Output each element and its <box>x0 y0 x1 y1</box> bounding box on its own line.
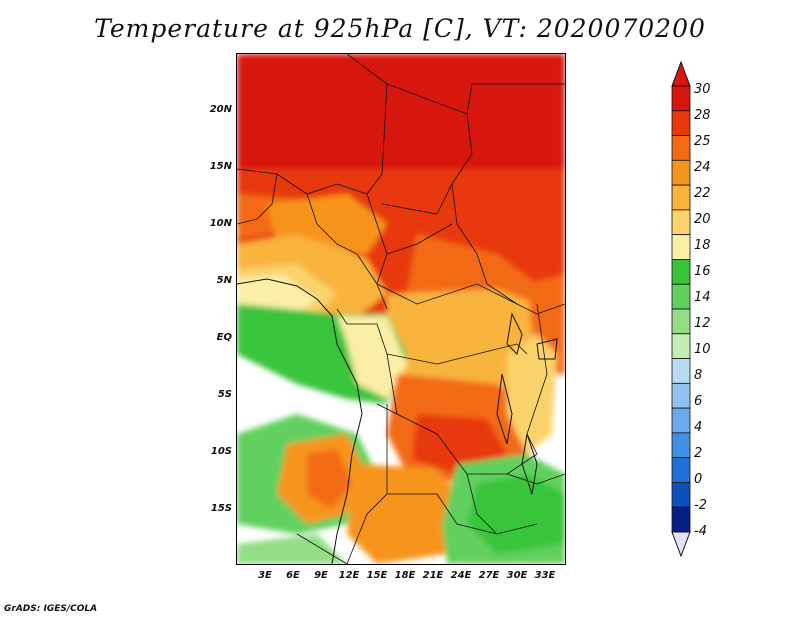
lat-label-20n: 20N <box>209 104 232 115</box>
lon-label-15e: 15E <box>366 570 388 581</box>
color-bar-cell <box>671 135 691 161</box>
lon-label-21e: 21E <box>422 570 444 581</box>
legend-label-2: 2 <box>694 446 703 461</box>
color-bar-min-triangle <box>671 531 691 558</box>
legend-label-30: 30 <box>694 82 711 97</box>
legend-label-22: 22 <box>694 186 711 201</box>
legend-label-18: 18 <box>694 238 711 253</box>
lon-label-27e: 27E <box>478 570 500 581</box>
legend-label-20: 20 <box>694 212 711 227</box>
color-bar-cell <box>671 457 691 483</box>
temperature-map <box>236 53 566 565</box>
lat-label-15n: 15N <box>209 161 232 172</box>
color-bar-cell <box>671 259 691 285</box>
lon-label-30e: 30E <box>506 570 528 581</box>
legend-label-14: 14 <box>694 290 711 305</box>
legend-label-8: 8 <box>694 368 703 383</box>
grads-credit: GrADS: IGES/COLA <box>4 604 98 614</box>
color-bar-cell <box>671 482 691 508</box>
legend-label-6: 6 <box>694 394 703 409</box>
color-bar-legend <box>671 60 691 558</box>
legend-label-25: 25 <box>694 134 711 149</box>
color-bar-cell <box>671 159 691 186</box>
map-field <box>237 54 565 564</box>
lon-label-9e: 9E <box>314 570 328 581</box>
lat-label-5n: 5N <box>216 275 232 286</box>
color-bar-cell <box>671 308 691 335</box>
lon-label-24e: 24E <box>450 570 472 581</box>
legend-label-28: 28 <box>694 108 711 123</box>
color-bar-cell <box>671 110 691 136</box>
color-bar-cell <box>671 506 691 533</box>
color-bar-cell <box>671 283 691 310</box>
legend-label-4: 4 <box>694 420 703 435</box>
lat-label-10n: 10N <box>209 218 232 229</box>
legend-label-12: 12 <box>694 316 711 331</box>
map-title: Temperature at 925hPa [C], VT: 202007020… <box>94 14 706 43</box>
color-bar-max-triangle <box>671 60 691 87</box>
legend-label-minus-2: -2 <box>694 498 707 513</box>
lon-label-18e: 18E <box>394 570 416 581</box>
color-bar-cell <box>671 184 691 211</box>
lon-label-6e: 6E <box>286 570 300 581</box>
lat-label-5s: 5S <box>217 389 232 400</box>
color-bar-cell <box>671 85 691 112</box>
legend-label-24: 24 <box>694 160 711 175</box>
legend-label-minus-4: -4 <box>694 524 707 539</box>
color-bar-cell <box>671 382 691 409</box>
lat-label-10s: 10S <box>210 446 232 457</box>
lat-label-15s: 15S <box>210 503 232 514</box>
color-bar-cell <box>671 333 691 359</box>
legend-label-10: 10 <box>694 342 711 357</box>
color-bar-cell <box>671 432 691 459</box>
color-bar-cell <box>671 209 691 236</box>
color-bar-cell <box>671 358 691 384</box>
legend-label-0: 0 <box>694 472 703 487</box>
lon-label-12e: 12E <box>338 570 360 581</box>
lat-label-eq: EQ <box>216 332 232 343</box>
color-bar-cell <box>671 407 691 434</box>
lon-label-33e: 33E <box>534 570 556 581</box>
color-bar-cell <box>671 234 691 260</box>
legend-label-16: 16 <box>694 264 711 279</box>
lon-label-3e: 3E <box>258 570 272 581</box>
